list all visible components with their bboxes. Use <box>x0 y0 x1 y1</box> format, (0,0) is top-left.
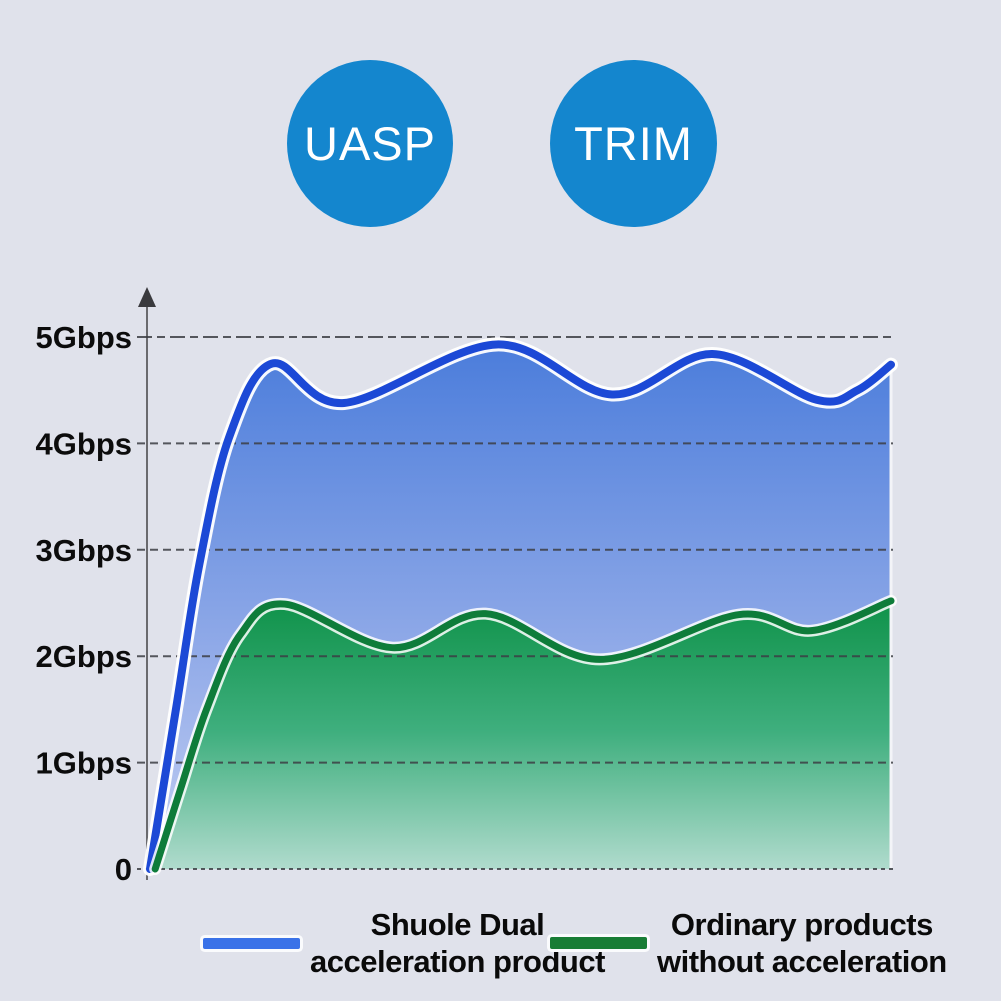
legend-label-line: Shuole Dual <box>370 907 545 942</box>
legend-label-line: acceleration product <box>310 944 605 979</box>
trim-badge: TRIM <box>550 60 717 227</box>
trim-badge-label: TRIM <box>574 117 693 170</box>
legend-label-accelerated: Shuole Dual acceleration product <box>310 906 605 980</box>
y-tick-label-3Gbps: 3Gbps <box>36 533 132 568</box>
ordinary-area-fill <box>155 600 891 869</box>
uasp-badge-label: UASP <box>304 117 436 170</box>
y-axis <box>138 287 156 880</box>
y-tick-label-2Gbps: 2Gbps <box>36 639 132 674</box>
y-tick-label-4Gbps: 4Gbps <box>36 426 132 461</box>
y-tick-label-5Gbps: 5Gbps <box>36 320 132 355</box>
uasp-badge: UASP <box>287 60 453 227</box>
ordinary-series-line <box>151 597 895 873</box>
legend-label-line: Ordinary products <box>670 907 933 942</box>
legend-item-ordinary: Ordinary products without acceleration <box>550 906 947 980</box>
y-tick-label-1Gbps: 1Gbps <box>36 746 132 781</box>
legend-item-accelerated: Shuole Dual acceleration product <box>203 906 605 980</box>
legend-swatch-blue <box>203 937 300 949</box>
y-axis-arrow-icon <box>138 287 156 307</box>
legend-swatch-green <box>550 937 647 949</box>
legend-label-ordinary: Ordinary products without acceleration <box>657 906 947 980</box>
y-tick-label-0: 0 <box>115 852 132 887</box>
accelerated-series-line <box>145 340 895 873</box>
legend-label-line: without acceleration <box>657 944 947 979</box>
